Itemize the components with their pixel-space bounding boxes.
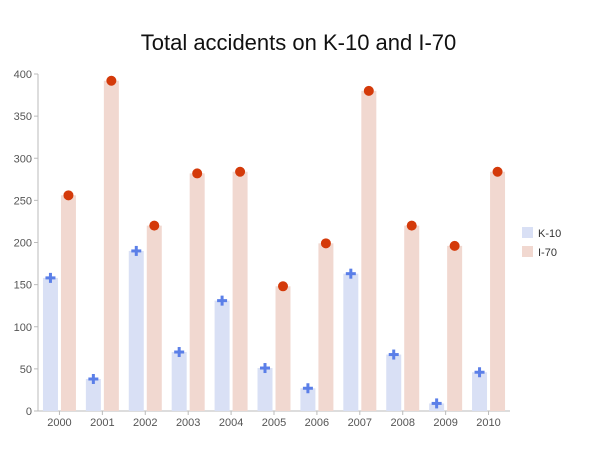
bar-k-10 <box>300 388 316 411</box>
marker-circle-i-70 <box>492 166 503 177</box>
bar-i-70 <box>404 225 420 411</box>
x-tick-label: 2003 <box>176 417 200 429</box>
bar-i-70 <box>232 171 248 411</box>
y-tick-label: 200 <box>14 238 32 250</box>
marker-circle-i-70 <box>363 85 374 96</box>
legend-label-i-70: I-70 <box>538 247 557 259</box>
y-tick-label: 400 <box>14 69 32 81</box>
marker-plus-k-10 <box>431 398 442 409</box>
y-tick-label: 350 <box>14 111 32 123</box>
y-tick-label: 150 <box>14 280 32 292</box>
marker-plus-k-10 <box>388 349 399 360</box>
legend-label-k-10: K-10 <box>538 228 561 240</box>
bar-k-10 <box>257 368 273 411</box>
bar-k-10 <box>128 250 144 411</box>
marker-plus-k-10 <box>302 383 313 394</box>
bar-i-70 <box>318 243 334 411</box>
legend-swatch-i-70 <box>522 246 533 257</box>
bar-i-70 <box>361 90 377 411</box>
bar-k-10 <box>85 378 101 411</box>
x-tick-label: 2007 <box>348 417 372 429</box>
marker-plus-k-10 <box>260 363 270 374</box>
y-tick-label: 100 <box>14 322 32 334</box>
marker-plus-k-10 <box>88 373 99 384</box>
marker-plus-k-10 <box>474 367 485 378</box>
marker-plus-k-10 <box>45 272 56 283</box>
marker-circle-i-70 <box>278 281 288 292</box>
bar-k-10 <box>42 277 58 411</box>
x-tick-label: 2008 <box>390 417 414 429</box>
marker-circle-i-70 <box>235 166 246 177</box>
bar-k-10 <box>343 273 359 411</box>
y-tick-label: 50 <box>20 364 32 376</box>
bar-i-70 <box>60 195 76 411</box>
x-tick-label: 2000 <box>47 417 71 429</box>
marker-circle-i-70 <box>406 220 417 231</box>
bar-k-10 <box>214 300 230 411</box>
y-tick-label: 250 <box>14 195 32 207</box>
bar-k-10 <box>171 352 187 411</box>
legend: K-10 I-70 <box>522 227 561 259</box>
chart-title: Total accidents on K-10 and I-70 <box>140 30 457 55</box>
marker-plus-k-10 <box>217 295 228 306</box>
marker-plus-k-10 <box>345 268 356 279</box>
y-tick-label: 0 <box>26 406 32 418</box>
marker-circle-i-70 <box>320 238 331 249</box>
bar-i-70 <box>103 80 119 412</box>
x-tick-label: 2010 <box>476 417 500 429</box>
legend-swatch-k-10 <box>522 227 533 238</box>
marker-circle-i-70 <box>106 75 117 86</box>
x-tick-label: 2009 <box>433 417 457 429</box>
bar-k-10 <box>386 354 402 411</box>
marker-plus-k-10 <box>174 347 185 358</box>
plot-area: 0 50 100 150 200 250 300 350 400 2000 2001 2002 2003… <box>14 69 510 429</box>
bar-k-10 <box>472 372 488 411</box>
bar-i-70 <box>146 225 162 411</box>
marker-plus-k-10 <box>131 245 142 256</box>
bar-i-70 <box>490 171 506 411</box>
x-tick-label: 2004 <box>219 417 243 429</box>
x-tick-label: 2006 <box>305 417 329 429</box>
x-tick-label: 2001 <box>90 417 114 429</box>
bar-i-70 <box>275 286 291 411</box>
bar-i-70 <box>189 173 205 411</box>
marker-circle-i-70 <box>149 220 160 231</box>
bar-i-70 <box>447 245 463 411</box>
marker-circle-i-70 <box>192 168 203 179</box>
marker-circle-i-70 <box>63 190 74 201</box>
x-tick-label: 2005 <box>262 417 286 429</box>
marker-circle-i-70 <box>449 240 460 251</box>
y-tick-label: 300 <box>14 153 32 165</box>
x-tick-label: 2002 <box>133 417 157 429</box>
